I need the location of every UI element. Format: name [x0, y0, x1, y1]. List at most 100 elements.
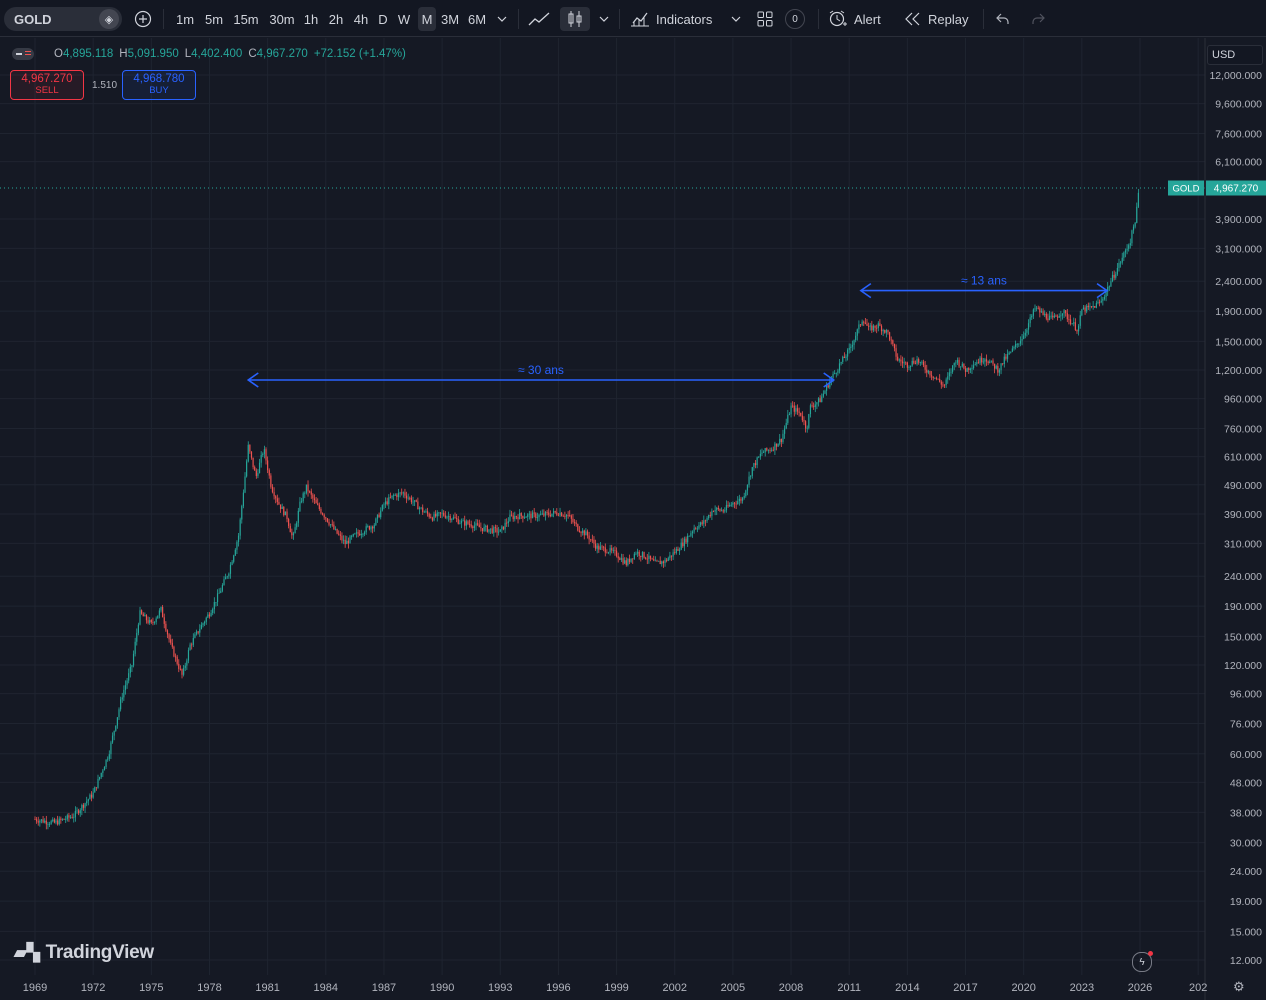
candle-body	[412, 501, 414, 503]
interval-1m-button[interactable]: 1m	[175, 11, 195, 27]
diamond-icon[interactable]: ◈	[99, 9, 119, 29]
interval-4h-button[interactable]: 4h	[353, 11, 369, 27]
annotation-label: ≈ 13 ans	[961, 274, 1007, 288]
candle-body	[292, 533, 295, 536]
candle-body	[614, 550, 616, 551]
interval-m-button[interactable]: M	[418, 7, 436, 31]
candle-body	[1063, 310, 1065, 314]
candle-body	[814, 404, 816, 407]
currency-selector[interactable]: USD	[1207, 45, 1263, 65]
candle-body	[730, 504, 732, 506]
interval-3m-button[interactable]: 3M	[440, 11, 460, 27]
candle-body	[380, 510, 382, 518]
candle-body	[147, 620, 149, 623]
candle-body	[111, 735, 114, 743]
candle-body	[1016, 343, 1018, 345]
interval-6m-button[interactable]: 6M	[467, 11, 487, 27]
candle-body	[888, 332, 891, 340]
layouts-button[interactable]	[754, 7, 776, 31]
add-symbol-button[interactable]	[132, 7, 154, 31]
candle-body	[586, 531, 589, 536]
candle-body	[683, 538, 686, 547]
symbol-search[interactable]: GOLD ◈	[4, 7, 122, 31]
candle-body	[927, 371, 929, 373]
candle-body	[573, 521, 576, 523]
candle-body	[118, 709, 120, 718]
candle-body	[405, 495, 408, 499]
candle-body	[664, 559, 666, 563]
candle-body	[341, 535, 343, 541]
candle-body	[457, 519, 459, 524]
candle-body	[131, 665, 133, 667]
candle-body	[806, 427, 808, 429]
interval-30m-button[interactable]: 30m	[269, 11, 295, 27]
candle-body	[950, 371, 952, 373]
candle-body	[656, 560, 658, 562]
candle-body	[187, 650, 190, 661]
candle-body	[352, 534, 354, 537]
candle-body	[134, 641, 136, 654]
interval-5m-button[interactable]: 5m	[204, 11, 224, 27]
price-chart[interactable]: ≈ 30 ans ≈ 13 ans 12,000.000 9,600.000 7,60…	[0, 38, 1266, 1000]
legend-toggle-icon[interactable]	[12, 48, 34, 60]
interval-15m-button[interactable]: 15m	[233, 11, 259, 27]
candle-body	[1102, 299, 1104, 301]
alert-button[interactable]: Alert	[828, 7, 890, 31]
candle-body	[858, 324, 860, 330]
candle-body	[221, 585, 223, 591]
layouts-icon	[757, 11, 773, 27]
candle-body	[675, 548, 677, 553]
buy-label: BUY	[149, 85, 169, 96]
candle-body	[34, 819, 36, 821]
price-tag-symbol: GOLD	[1173, 184, 1200, 195]
time-tick-label: 1981	[255, 982, 279, 994]
line-chart-button[interactable]	[526, 7, 552, 31]
candle-body	[443, 512, 445, 516]
candle-body	[819, 398, 821, 403]
candle-body	[176, 656, 178, 664]
price-tick-label: 12.000	[1230, 955, 1262, 967]
interval-1h-button[interactable]: 1h	[303, 11, 319, 27]
candle-body	[418, 507, 421, 510]
candle-body	[777, 443, 779, 447]
candle-body	[1031, 315, 1033, 318]
indicators-button[interactable]: Indicators	[630, 7, 722, 31]
candle-body	[473, 525, 476, 528]
candle-body	[790, 405, 792, 415]
indicators-dropdown[interactable]	[728, 7, 744, 31]
candle-body	[745, 490, 747, 497]
candle-body	[355, 532, 358, 534]
lightning-icon[interactable]: ϟ	[1132, 951, 1153, 972]
candle-body	[1097, 302, 1099, 304]
annotations-layer: ≈ 30 ans ≈ 13 ans	[246, 274, 1109, 388]
candle-body	[150, 620, 152, 623]
interval-dropdown[interactable]	[494, 7, 510, 31]
sell-button[interactable]: 4,967.270 SELL	[10, 70, 84, 100]
redo-button[interactable]	[1028, 7, 1048, 31]
chart-type-dropdown[interactable]	[596, 7, 612, 31]
interval-w-button[interactable]: W	[397, 11, 411, 27]
replay-button[interactable]: Replay	[904, 7, 974, 31]
candle-body	[501, 526, 503, 530]
candle-body	[940, 381, 942, 385]
candle-body	[528, 513, 530, 515]
candle-body	[578, 530, 581, 533]
price-axis: 12,000.000 9,600.000 7,600.000 6,100.000 3,9…	[1209, 70, 1262, 967]
candle-body	[278, 501, 280, 505]
gear-icon[interactable]: ⚙	[1233, 979, 1245, 994]
candle-body	[194, 634, 196, 638]
price-tick-label: 1,900.000	[1215, 306, 1262, 318]
candle-body	[687, 535, 689, 543]
interval-d-button[interactable]: D	[378, 11, 388, 27]
candle-body	[186, 660, 188, 666]
annotation-arrowhead-right	[823, 372, 836, 388]
candle-body	[460, 520, 463, 524]
buy-button[interactable]: 4,968.780 BUY	[122, 70, 196, 100]
candle-body	[515, 516, 518, 518]
candles-button[interactable]	[560, 7, 590, 31]
candle-body	[801, 415, 803, 421]
candle-body	[84, 803, 86, 808]
candle-body	[772, 449, 774, 451]
interval-2h-button[interactable]: 2h	[328, 11, 344, 27]
undo-button[interactable]	[993, 7, 1013, 31]
